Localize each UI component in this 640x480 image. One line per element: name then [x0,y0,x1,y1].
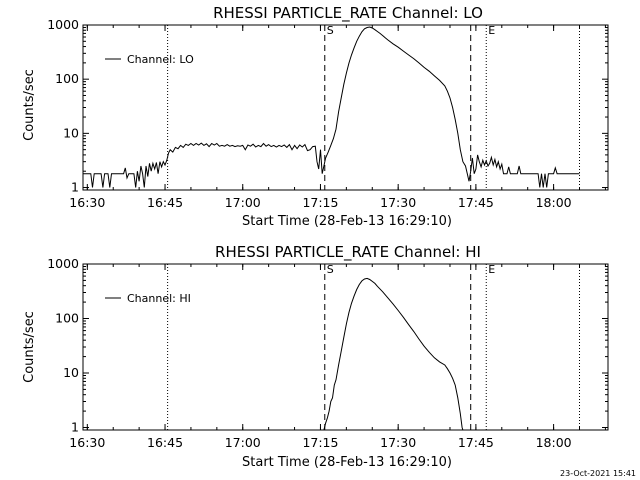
x-tick-label: 17:00 [225,435,261,450]
x-tick-label: 18:00 [536,195,572,210]
series-line [323,277,464,431]
vline-label: S [327,24,334,37]
legend-label: Channel: HI [127,292,191,305]
y-tick-label: 100 [55,71,79,86]
y-tick-label: 10 [63,125,79,140]
x-tick-label: 16:30 [69,195,105,210]
x-axis-ticks: 16:30 16:45 17:00 17:15 17:30 17:45 18:00 [69,25,606,210]
plot-border [82,263,609,431]
x-tick-label: 16:30 [69,435,105,450]
x-tick-label: 17:45 [458,195,494,210]
x-tick-label: 17:45 [458,435,494,450]
y-axis-label: Counts/sec [22,311,37,383]
y-axis-ticks: 1 10 100 1000 [47,17,608,195]
y-axis-ticks: 1 10 100 1000 [47,256,608,435]
legend: Channel: LO [105,53,194,66]
plot-frame [82,263,609,431]
legend: Channel: HI [105,292,191,305]
y-tick-label: 100 [55,311,79,326]
x-axis-label: Start Time (28-Feb-13 16:29:10) [242,455,452,470]
legend-label: Channel: LO [127,53,194,66]
vline-label: E [488,263,495,276]
x-tick-label: 16:45 [147,435,183,450]
y-tick-label: 1 [71,180,79,195]
x-tick-label: 17:30 [380,435,416,450]
series-lines [323,277,464,431]
series-line [83,26,580,188]
vline-label: E [488,24,495,37]
y-tick-label: 1000 [47,256,79,271]
timestamp: 23-Oct-2021 15:41 [560,469,636,478]
y-tick-label: 1000 [47,17,79,32]
y-axis-label: Counts/sec [22,69,37,141]
y-tick-label: 10 [63,365,79,380]
x-tick-label: 17:30 [380,195,416,210]
x-tick-label: 17:00 [225,195,261,210]
vline-label: S [327,263,334,276]
series-lines [83,26,580,188]
x-tick-label: 17:15 [302,195,338,210]
chart-title: RHESSI PARTICLE_RATE Channel: LO [213,4,483,23]
x-tick-label: 16:45 [147,195,183,210]
chart-title: RHESSI PARTICLE_RATE Channel: HI [215,243,481,262]
x-axis-ticks: 16:30 16:45 17:00 17:15 17:30 17:45 18:00 [69,264,606,450]
x-tick-label: 17:15 [302,435,338,450]
y-tick-label: 1 [71,420,79,435]
x-tick-label: 18:00 [536,435,572,450]
x-axis-label: Start Time (28-Feb-13 16:29:10) [242,214,452,229]
